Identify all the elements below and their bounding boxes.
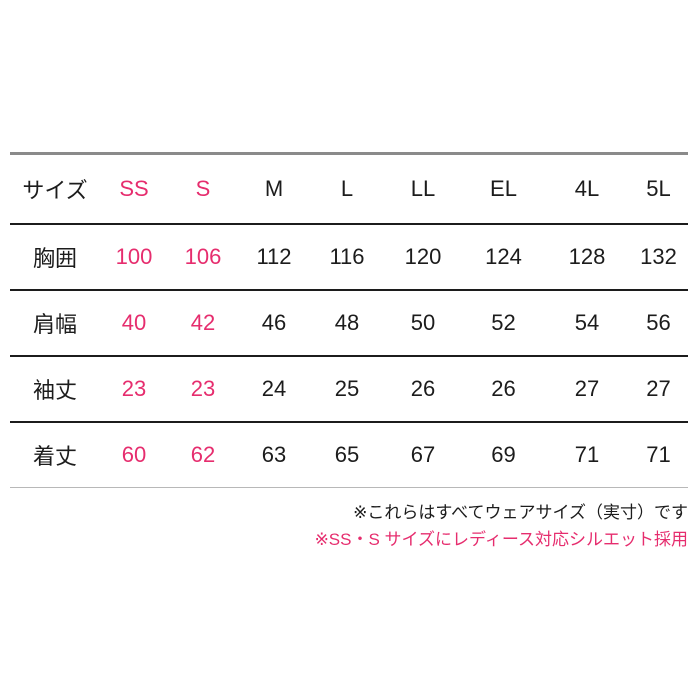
table-row-shoulder: 肩幅 40 42 46 48 50 52 54 56 xyxy=(10,290,688,356)
row-label-shoulder: 肩幅 xyxy=(32,311,77,337)
header-col-5l: 5L xyxy=(646,175,671,201)
cell-chest-5l: 132 xyxy=(640,243,677,269)
footnote-ladies-silhouette: ※SS・S サイズにレディース対応シルエット採用 xyxy=(314,530,688,549)
row-label-chest: 胸囲 xyxy=(32,245,77,271)
footnotes: ※これらはすべてウェアサイズ（実寸）です ※SS・S サイズにレディース対応シル… xyxy=(315,499,688,553)
table-row-chest: 胸囲 100 106 112 116 120 124 128 132 xyxy=(10,224,688,290)
cell-length-el: 69 xyxy=(491,441,516,467)
cell-sleeve-el: 26 xyxy=(491,375,516,401)
cell-sleeve-ss: 23 xyxy=(121,375,147,401)
cell-length-l: 65 xyxy=(334,441,360,467)
cell-chest-l: 116 xyxy=(329,243,365,269)
cell-chest-4l: 128 xyxy=(568,243,606,269)
cell-length-s: 62 xyxy=(190,441,216,467)
cell-sleeve-m: 24 xyxy=(261,375,287,401)
header-col-ss: SS xyxy=(119,175,149,201)
cell-chest-ll: 120 xyxy=(404,243,442,269)
cell-chest-el: 124 xyxy=(485,243,522,269)
cell-sleeve-s: 23 xyxy=(190,375,216,401)
cell-chest-m: 112 xyxy=(256,243,292,269)
table-row-length: 着丈 60 62 63 65 67 69 71 71 xyxy=(10,422,688,488)
header-col-4l: 4L xyxy=(574,175,600,201)
cell-sleeve-5l: 27 xyxy=(646,375,671,401)
cell-length-5l: 71 xyxy=(646,441,671,467)
header-col-l: L xyxy=(340,175,354,201)
cell-shoulder-ss: 40 xyxy=(121,309,147,335)
cell-length-ss: 60 xyxy=(121,441,147,467)
cell-sleeve-4l: 27 xyxy=(574,375,600,401)
header-row: サイズ SS S M L LL EL 4L 5L xyxy=(10,154,688,224)
header-col-el: EL xyxy=(490,175,517,201)
cell-shoulder-s: 42 xyxy=(190,309,216,335)
header-col-s: S xyxy=(195,175,211,201)
cell-sleeve-ll: 26 xyxy=(410,375,436,401)
cell-length-ll: 67 xyxy=(410,441,436,467)
cell-shoulder-m: 46 xyxy=(261,309,287,335)
header-col-ll: LL xyxy=(410,175,436,201)
cell-shoulder-ll: 50 xyxy=(410,309,436,335)
cell-chest-s: 106 xyxy=(184,243,222,269)
row-label-sleeve: 袖丈 xyxy=(32,377,77,403)
cell-shoulder-l: 48 xyxy=(334,309,360,335)
cell-shoulder-4l: 54 xyxy=(574,309,600,335)
cell-length-4l: 71 xyxy=(574,441,600,467)
footnote-wear-size: ※これらはすべてウェアサイズ（実寸）です xyxy=(353,503,688,522)
row-label-length: 着丈 xyxy=(32,443,77,469)
cell-shoulder-el: 52 xyxy=(491,309,516,335)
size-chart-table: サイズ SS S M L LL EL 4L 5L 胸囲 100 106 112 … xyxy=(10,152,688,488)
cell-length-m: 63 xyxy=(261,441,287,467)
header-col-m: M xyxy=(264,175,284,201)
cell-shoulder-5l: 56 xyxy=(646,309,671,335)
table-row-sleeve: 袖丈 23 23 24 25 26 26 27 27 xyxy=(10,356,688,422)
cell-chest-ss: 100 xyxy=(115,243,153,269)
header-size-label: サイズ xyxy=(22,177,88,203)
cell-sleeve-l: 25 xyxy=(334,375,360,401)
